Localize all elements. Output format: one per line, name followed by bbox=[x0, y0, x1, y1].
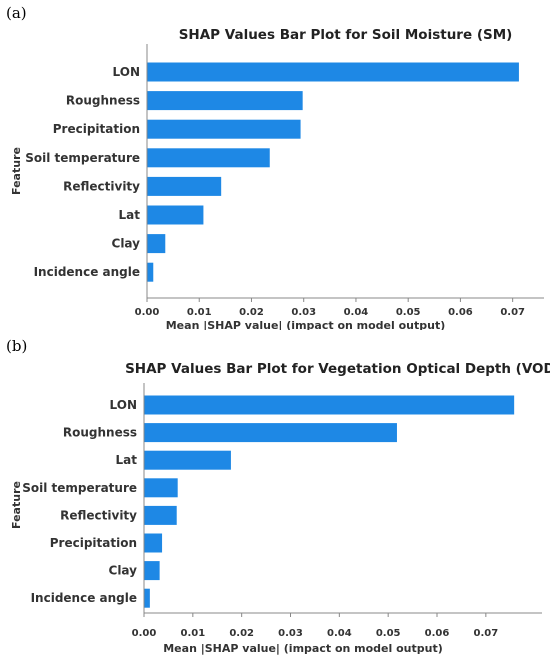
shap-chart-soil-moisture: SHAP Values Bar Plot for Soil Moisture (… bbox=[10, 27, 544, 330]
x-tick-label: 0.01 bbox=[187, 307, 212, 318]
bar-reflectivity bbox=[144, 505, 177, 525]
x-tick-label: 0.02 bbox=[239, 307, 264, 318]
bar-lat bbox=[147, 205, 204, 225]
category-label: Precipitation bbox=[50, 536, 137, 550]
category-label: LON bbox=[110, 398, 137, 412]
x-tick-label: 0.05 bbox=[376, 628, 401, 639]
category-label: Precipitation bbox=[53, 122, 140, 136]
bar-incidence-angle bbox=[147, 262, 154, 282]
category-label: Reflectivity bbox=[63, 179, 140, 193]
x-axis-label: Mean |SHAP value| (impact on model outpu… bbox=[166, 319, 446, 330]
x-tick-label: 0.07 bbox=[473, 628, 498, 639]
bar-reflectivity bbox=[147, 176, 222, 196]
x-axis-label: Mean |SHAP value| (impact on model outpu… bbox=[163, 642, 443, 655]
bar-precipitation bbox=[144, 533, 163, 553]
category-label: Clay bbox=[112, 237, 141, 251]
bar-precipitation bbox=[147, 119, 301, 139]
panel-label-a: (a) bbox=[6, 4, 27, 22]
panel-label-b: (b) bbox=[6, 337, 28, 355]
x-tick-label: 0.07 bbox=[500, 307, 525, 318]
x-tick-label: 0.01 bbox=[180, 628, 205, 639]
category-label: Incidence angle bbox=[31, 591, 137, 605]
category-label: Lat bbox=[116, 453, 138, 467]
x-tick-label: 0.06 bbox=[448, 307, 473, 318]
bar-lat bbox=[144, 450, 231, 470]
y-axis-label: Feature bbox=[10, 481, 23, 529]
bar-lon bbox=[144, 395, 515, 415]
chart-title: SHAP Values Bar Plot for Soil Moisture (… bbox=[179, 27, 513, 43]
bar-incidence-angle bbox=[144, 588, 150, 608]
category-label: Incidence angle bbox=[34, 265, 140, 279]
category-label: Clay bbox=[109, 564, 138, 578]
chart-title: SHAP Values Bar Plot for Vegetation Opti… bbox=[125, 361, 550, 377]
bar-soil-temperature bbox=[147, 148, 270, 168]
x-tick-label: 0.03 bbox=[278, 628, 303, 639]
bar-roughness bbox=[144, 423, 397, 443]
x-tick-label: 0.00 bbox=[135, 307, 160, 318]
category-label: Soil temperature bbox=[22, 481, 137, 495]
shap-chart-vod: SHAP Values Bar Plot for Vegetation Opti… bbox=[10, 361, 550, 655]
category-label: Reflectivity bbox=[60, 508, 137, 522]
x-tick-label: 0.04 bbox=[327, 628, 352, 639]
bar-clay bbox=[144, 561, 160, 581]
bar-lon bbox=[147, 62, 519, 82]
x-tick-label: 0.03 bbox=[291, 307, 316, 318]
bar-roughness bbox=[147, 91, 303, 111]
x-tick-label: 0.05 bbox=[396, 307, 421, 318]
category-label: Roughness bbox=[63, 426, 137, 440]
category-label: Lat bbox=[119, 208, 141, 222]
x-tick-label: 0.00 bbox=[132, 628, 157, 639]
x-tick-label: 0.02 bbox=[229, 628, 254, 639]
category-label: LON bbox=[113, 65, 140, 79]
x-tick-label: 0.04 bbox=[344, 307, 369, 318]
y-axis-label: Feature bbox=[10, 147, 23, 195]
category-label: Soil temperature bbox=[25, 151, 140, 165]
bar-clay bbox=[147, 234, 166, 254]
category-label: Roughness bbox=[66, 94, 140, 108]
bar-soil-temperature bbox=[144, 478, 178, 498]
x-tick-label: 0.06 bbox=[425, 628, 450, 639]
